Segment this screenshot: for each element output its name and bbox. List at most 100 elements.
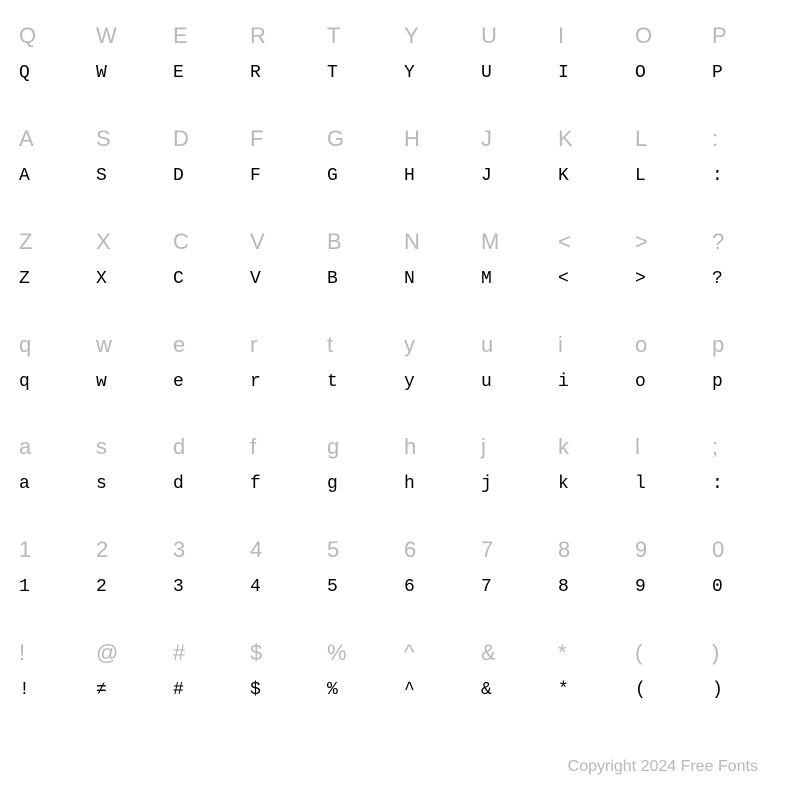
cell: NN <box>400 226 477 329</box>
cell: OO <box>631 20 708 123</box>
cell: RR <box>246 20 323 123</box>
cell: 77 <box>477 534 554 637</box>
cell: LL <box>631 123 708 226</box>
glyph-char: h <box>404 471 414 497</box>
glyph-char: : <box>712 163 722 189</box>
glyph-char: R <box>250 60 260 86</box>
glyph-char: w <box>96 369 106 395</box>
glyph-char: s <box>96 471 106 497</box>
cell: ff <box>246 431 323 534</box>
ref-char: & <box>481 637 496 669</box>
ref-char: G <box>327 123 344 155</box>
cell: QQ <box>15 20 92 123</box>
cell: ^^ <box>400 637 477 740</box>
ref-char: W <box>96 20 117 52</box>
ref-char: 1 <box>19 534 31 566</box>
cell: kk <box>554 431 631 534</box>
ref-char: ^ <box>404 637 414 669</box>
cell: 33 <box>169 534 246 637</box>
cell: uu <box>477 329 554 432</box>
cell: tt <box>323 329 400 432</box>
ref-char: e <box>173 329 185 361</box>
cell: WW <box>92 20 169 123</box>
glyph-char: W <box>96 60 106 86</box>
ref-char: 5 <box>327 534 339 566</box>
glyph-char: S <box>96 163 106 189</box>
ref-char: A <box>19 123 34 155</box>
ref-char: p <box>712 329 724 361</box>
glyph-char: p <box>712 369 722 395</box>
glyph-char: 4 <box>250 574 260 600</box>
cell: !! <box>15 637 92 740</box>
ref-char: r <box>250 329 257 361</box>
cell: II <box>554 20 631 123</box>
cell: JJ <box>477 123 554 226</box>
ref-char: w <box>96 329 112 361</box>
cell: 55 <box>323 534 400 637</box>
cell: ?? <box>708 226 785 329</box>
ref-char: I <box>558 20 564 52</box>
ref-char: < <box>558 226 571 258</box>
cell: >> <box>631 226 708 329</box>
glyph-char: u <box>481 369 491 395</box>
glyph-char: a <box>19 471 29 497</box>
ref-char: O <box>635 20 652 52</box>
ref-char: y <box>404 329 415 361</box>
cell: FF <box>246 123 323 226</box>
glyph-char: K <box>558 163 568 189</box>
glyph-char: M <box>481 266 491 292</box>
ref-char: @ <box>96 637 118 669</box>
ref-char: l <box>635 431 640 463</box>
ref-char: B <box>327 226 342 258</box>
ref-char: f <box>250 431 256 463</box>
glyph-char: 7 <box>481 574 491 600</box>
ref-char: R <box>250 20 266 52</box>
glyph-char: E <box>173 60 183 86</box>
ref-char: J <box>481 123 492 155</box>
glyph-char: G <box>327 163 337 189</box>
glyph-char: < <box>558 266 568 292</box>
cell: XX <box>92 226 169 329</box>
glyph-char: % <box>327 677 337 703</box>
character-map-grid: QQ WW EE RR TT YY UU II OO PP AA SS DD F… <box>15 20 785 740</box>
cell: ss <box>92 431 169 534</box>
cell: << <box>554 226 631 329</box>
ref-char: F <box>250 123 263 155</box>
cell: ll <box>631 431 708 534</box>
ref-char: # <box>173 637 185 669</box>
cell: rr <box>246 329 323 432</box>
ref-char: 0 <box>712 534 724 566</box>
glyph-char: O <box>635 60 645 86</box>
cell: 88 <box>554 534 631 637</box>
ref-char: j <box>481 431 486 463</box>
glyph-char: i <box>558 369 568 395</box>
cell: TT <box>323 20 400 123</box>
ref-char: ! <box>19 637 25 669</box>
cell: ee <box>169 329 246 432</box>
cell: VV <box>246 226 323 329</box>
glyph-char: 2 <box>96 574 106 600</box>
cell: BB <box>323 226 400 329</box>
cell: && <box>477 637 554 740</box>
glyph-char: $ <box>250 677 260 703</box>
cell: dd <box>169 431 246 534</box>
glyph-char: L <box>635 163 645 189</box>
glyph-char: I <box>558 60 568 86</box>
cell: ZZ <box>15 226 92 329</box>
cell: CC <box>169 226 246 329</box>
glyph-char: q <box>19 369 29 395</box>
ref-char: d <box>173 431 185 463</box>
ref-char: N <box>404 226 420 258</box>
cell: YY <box>400 20 477 123</box>
ref-char: > <box>635 226 648 258</box>
ref-char: * <box>558 637 567 669</box>
ref-char: V <box>250 226 265 258</box>
cell: :: <box>708 123 785 226</box>
cell: pp <box>708 329 785 432</box>
ref-char: D <box>173 123 189 155</box>
cell: AA <box>15 123 92 226</box>
cell: HH <box>400 123 477 226</box>
cell: EE <box>169 20 246 123</box>
ref-char: 9 <box>635 534 647 566</box>
glyph-char: l <box>635 471 645 497</box>
